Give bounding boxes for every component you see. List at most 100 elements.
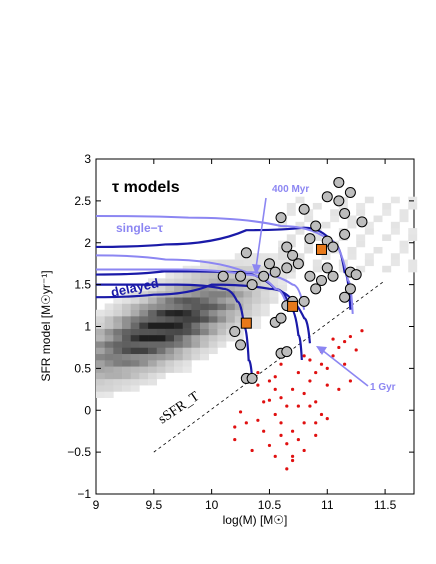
chart-title: τ models [112,179,180,196]
density-cell [234,309,244,317]
y-tick-label: 1.5 [74,278,91,292]
density-cell [182,290,192,298]
density-cell [165,284,175,292]
red-point [290,454,295,458]
density-cell [165,366,175,373]
grey-point [298,295,310,307]
density-cell [356,202,366,210]
density-cell [269,278,279,285]
density-cell [364,259,374,267]
density-cell [165,297,175,304]
single-tau-label: single−τ [116,221,164,235]
density-cell [399,246,409,254]
orange-square [287,300,299,312]
red-point [279,396,283,400]
density-cell [356,240,366,248]
grey-point [229,326,241,338]
density-cell [278,272,288,279]
density-cell [96,366,105,373]
density-cell [113,322,123,329]
density-cell [356,234,366,241]
grey-point [310,220,322,232]
density-cell [122,372,131,380]
density-cell [139,284,149,292]
density-cell [174,297,184,304]
density-cell [104,360,114,367]
density-cell [226,334,236,342]
grey-point [327,270,339,282]
red-point [325,366,329,370]
red-point [325,417,329,421]
density-cell [182,322,192,329]
density-cell [113,372,123,380]
density-cell [408,202,418,210]
red-point [331,354,335,358]
density-cell [113,353,123,361]
grey-point [333,176,345,188]
density-cell [286,202,296,210]
grey-point [246,279,258,291]
y-tick-label: −1 [77,487,91,501]
density-cell [174,334,184,342]
density-cell [113,378,123,386]
density-cell [191,347,201,355]
density-cell [200,341,210,348]
density-cell [191,303,201,311]
density-cell [148,278,158,285]
density-cell [217,303,227,311]
density-cell [226,316,236,323]
delayed-track [96,283,254,379]
density-cell [104,316,114,323]
density-cell [364,221,374,229]
red-point [267,443,272,448]
density-cell [226,259,236,267]
density-cell [148,360,158,367]
density-cell [208,347,218,355]
density-cell [278,259,288,267]
density-cell [182,303,192,311]
red-point [238,410,243,414]
grey-point [339,228,351,240]
red-point [290,458,295,463]
red-point [285,467,289,471]
density-cell [130,316,140,323]
density-cell [165,309,175,317]
density-cell [312,228,322,235]
red-point [279,421,283,425]
orange-square [315,243,327,255]
density-cell [182,347,192,355]
red-point [256,418,260,422]
density-cell [104,391,114,398]
density-cell [191,316,201,323]
grey-point [217,270,229,282]
density-cell [122,290,131,298]
density-cell [130,378,140,386]
density-cell [139,334,149,342]
density-cell [96,341,105,348]
density-cell [304,240,314,248]
density-cell [252,253,262,260]
density-cell [312,202,322,210]
density-cell [208,272,218,279]
density-cell [174,322,184,329]
density-cell [191,309,201,317]
density-cell [200,303,210,311]
density-cell [390,196,400,204]
density-cell [408,259,418,267]
density-cell [174,272,184,279]
density-cell [191,341,201,348]
red-point [302,391,306,396]
density-cell [321,253,331,260]
grey-point [240,247,252,259]
density-cell [390,228,400,235]
density-cell [260,309,270,317]
density-cell [96,309,105,317]
density-cell [338,202,348,210]
density-cell [174,341,184,348]
red-point [354,348,358,352]
density-cell [113,360,123,367]
density-cell [122,328,131,336]
y-tick-label: 0 [84,403,91,417]
density-cell [191,328,201,336]
density-cell [139,366,149,373]
